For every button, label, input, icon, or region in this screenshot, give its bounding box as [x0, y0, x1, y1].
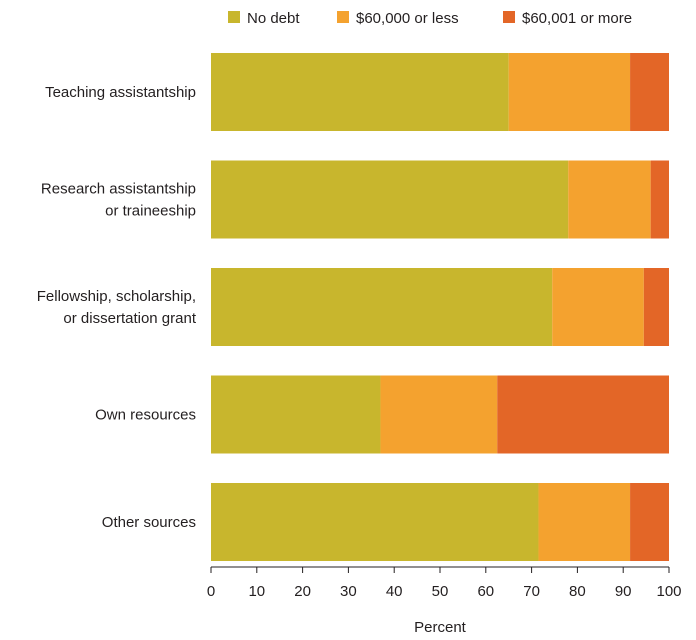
category-label-3: Fellowship, scholarship, or dissertation … — [37, 288, 197, 327]
bars — [211, 53, 669, 561]
x-tick-label-8: 70 — [523, 583, 540, 600]
x-tick-label-2: 10 — [248, 583, 265, 600]
category-label-1: Teaching assistantship — [45, 84, 196, 101]
x-tick-label-4: 30 — [340, 583, 357, 600]
x-axis-label: Percent — [414, 619, 467, 636]
legend-swatch-2 — [337, 11, 349, 23]
x-tick-label-9: 80 — [569, 583, 586, 600]
bar-segment-5-2 — [538, 483, 631, 561]
legend: No debt $60,000 or less $60,001 or more — [228, 10, 632, 27]
x-tick-label-6: 50 — [432, 583, 449, 600]
bar-segment-1-2 — [508, 53, 631, 131]
bar-segment-4-2 — [380, 375, 498, 454]
bar-segment-5-3 — [630, 483, 669, 561]
x-tick-label-11: 100 — [656, 583, 681, 600]
x-ticks: 0 10 20 30 40 50 60 70 80 90 100 — [207, 567, 682, 600]
x-tick-label-5: 40 — [386, 583, 403, 600]
bar-segment-1-3 — [630, 53, 669, 131]
category-labels: Teaching assistantship Research assistant… — [37, 84, 197, 531]
legend-label-3: $60,001 or more — [522, 10, 632, 27]
bar-segment-4-3 — [497, 375, 669, 454]
category-label-4: Own resources — [95, 407, 196, 424]
bar-segment-2-3 — [650, 160, 669, 239]
bar-segment-2-1 — [211, 160, 569, 239]
bar-segment-4-1 — [211, 375, 381, 454]
bar-segment-1-1 — [211, 53, 509, 131]
category-label-5: Other sources — [102, 514, 196, 531]
legend-label-2: $60,000 or less — [356, 10, 459, 27]
legend-swatch-1 — [228, 11, 240, 23]
x-tick-label-7: 60 — [477, 583, 494, 600]
bar-segment-3-3 — [643, 268, 669, 346]
bar-segment-2-2 — [568, 160, 651, 239]
bar-segment-3-1 — [211, 268, 553, 346]
bar-segment-3-2 — [552, 268, 644, 346]
x-tick-label-3: 20 — [294, 583, 311, 600]
legend-label-1: No debt — [247, 10, 300, 27]
category-label-2: Research assistantship or traineeship — [41, 181, 196, 220]
x-tick-label-1: 0 — [207, 583, 215, 600]
x-tick-label-10: 90 — [615, 583, 632, 600]
bar-segment-5-1 — [211, 483, 539, 561]
legend-swatch-3 — [503, 11, 515, 23]
